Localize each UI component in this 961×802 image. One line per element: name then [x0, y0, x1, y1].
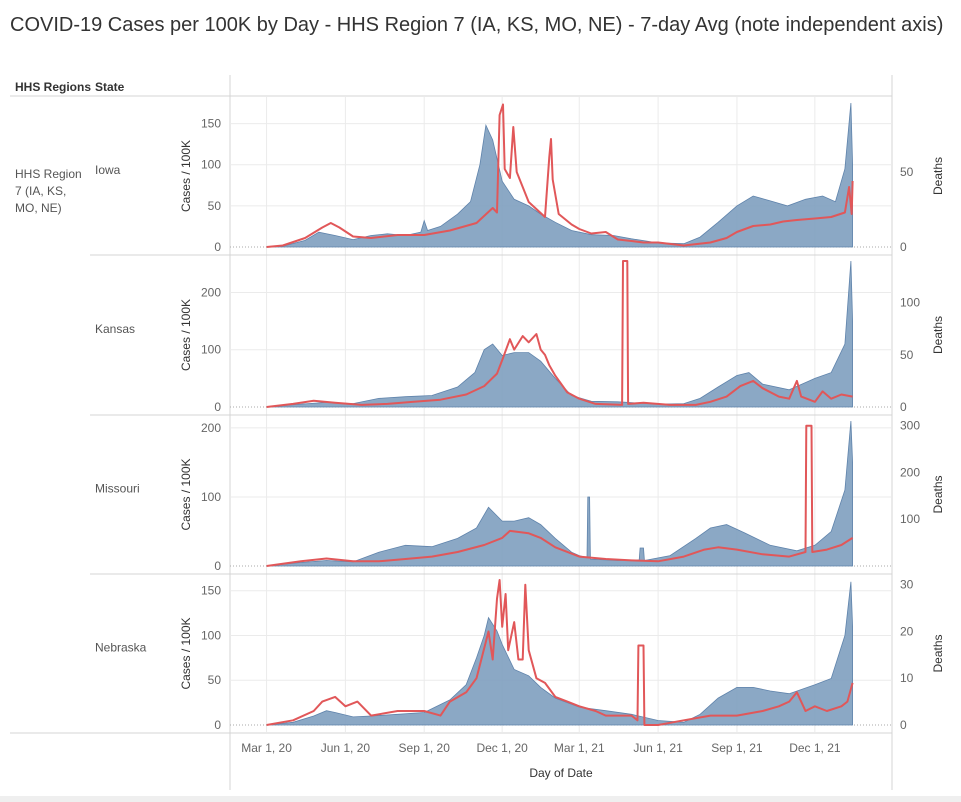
cases-tick-label: 100: [201, 628, 221, 642]
deaths-axis-title: Deaths: [931, 316, 945, 354]
x-tick-label: Dec 1, 21: [789, 741, 841, 755]
deaths-tick-label: 300: [900, 419, 920, 433]
region-label-line: HHS Region: [15, 167, 82, 181]
deaths-line-missouri: [266, 424, 854, 567]
deaths-tick-label: 200: [900, 465, 920, 479]
bottom-scrollbar-strip: [0, 796, 961, 802]
state-label-nebraska: Nebraska: [95, 641, 147, 655]
cases-area-kansas: [266, 260, 854, 408]
x-tick-label: Jun 1, 20: [321, 741, 371, 755]
deaths-axis-title: Deaths: [931, 475, 945, 513]
cases-tick-label: 0: [214, 559, 221, 573]
cases-tick-label: 100: [201, 490, 221, 504]
header-hhs-regions: HHS Regions: [15, 80, 91, 94]
state-label-missouri: Missouri: [95, 482, 140, 496]
cases-tick-label: 150: [201, 584, 221, 598]
x-tick-label: Sep 1, 20: [399, 741, 451, 755]
cases-axis-title: Cases / 100K: [179, 140, 193, 212]
x-axis-title: Day of Date: [529, 766, 593, 780]
region-label-line: 7 (IA, KS,: [15, 184, 66, 198]
deaths-tick-label: 30: [900, 578, 914, 592]
x-tick-label: Jun 1, 21: [633, 741, 683, 755]
cases-tick-label: 0: [214, 400, 221, 414]
x-tick-label: Dec 1, 20: [476, 741, 528, 755]
region-label-line: MO, NE): [15, 201, 62, 215]
state-label-iowa: Iowa: [95, 163, 121, 177]
deaths-tick-label: 10: [900, 671, 914, 685]
cases-area-missouri: [266, 420, 854, 567]
cases-tick-label: 200: [201, 285, 221, 299]
cases-tick-label: 50: [208, 673, 222, 687]
cases-tick-label: 0: [214, 240, 221, 254]
cases-tick-label: 0: [214, 718, 221, 732]
cases-area-nebraska: [266, 581, 854, 726]
deaths-axis-title: Deaths: [931, 157, 945, 195]
cases-area-iowa: [266, 102, 854, 248]
cases-tick-label: 100: [201, 158, 221, 172]
deaths-tick-label: 20: [900, 624, 914, 638]
cases-axis-title: Cases / 100K: [179, 617, 193, 689]
header-state: State: [95, 80, 125, 94]
deaths-line-kansas: [266, 260, 853, 408]
cases-tick-label: 50: [208, 199, 222, 213]
cases-axis-title: Cases / 100K: [179, 299, 193, 371]
deaths-tick-label: 0: [900, 718, 907, 732]
deaths-tick-label: 100: [900, 296, 920, 310]
deaths-line-iowa: [266, 103, 854, 248]
deaths-line-nebraska: [266, 579, 854, 726]
cases-tick-label: 100: [201, 343, 221, 357]
state-label-kansas: Kansas: [95, 322, 135, 336]
deaths-tick-label: 0: [900, 400, 907, 414]
deaths-tick-label: 50: [900, 165, 914, 179]
x-tick-label: Mar 1, 21: [554, 741, 605, 755]
chart-title: COVID-19 Cases per 100K by Day - HHS Reg…: [10, 14, 944, 36]
deaths-axis-title: Deaths: [931, 634, 945, 672]
deaths-tick-label: 50: [900, 348, 914, 362]
cases-axis-title: Cases / 100K: [179, 458, 193, 530]
x-tick-label: Sep 1, 21: [711, 741, 763, 755]
cases-tick-label: 150: [201, 117, 221, 131]
cases-tick-label: 200: [201, 421, 221, 435]
deaths-tick-label: 100: [900, 512, 920, 526]
deaths-tick-label: 0: [900, 240, 907, 254]
x-tick-label: Mar 1, 20: [241, 741, 292, 755]
